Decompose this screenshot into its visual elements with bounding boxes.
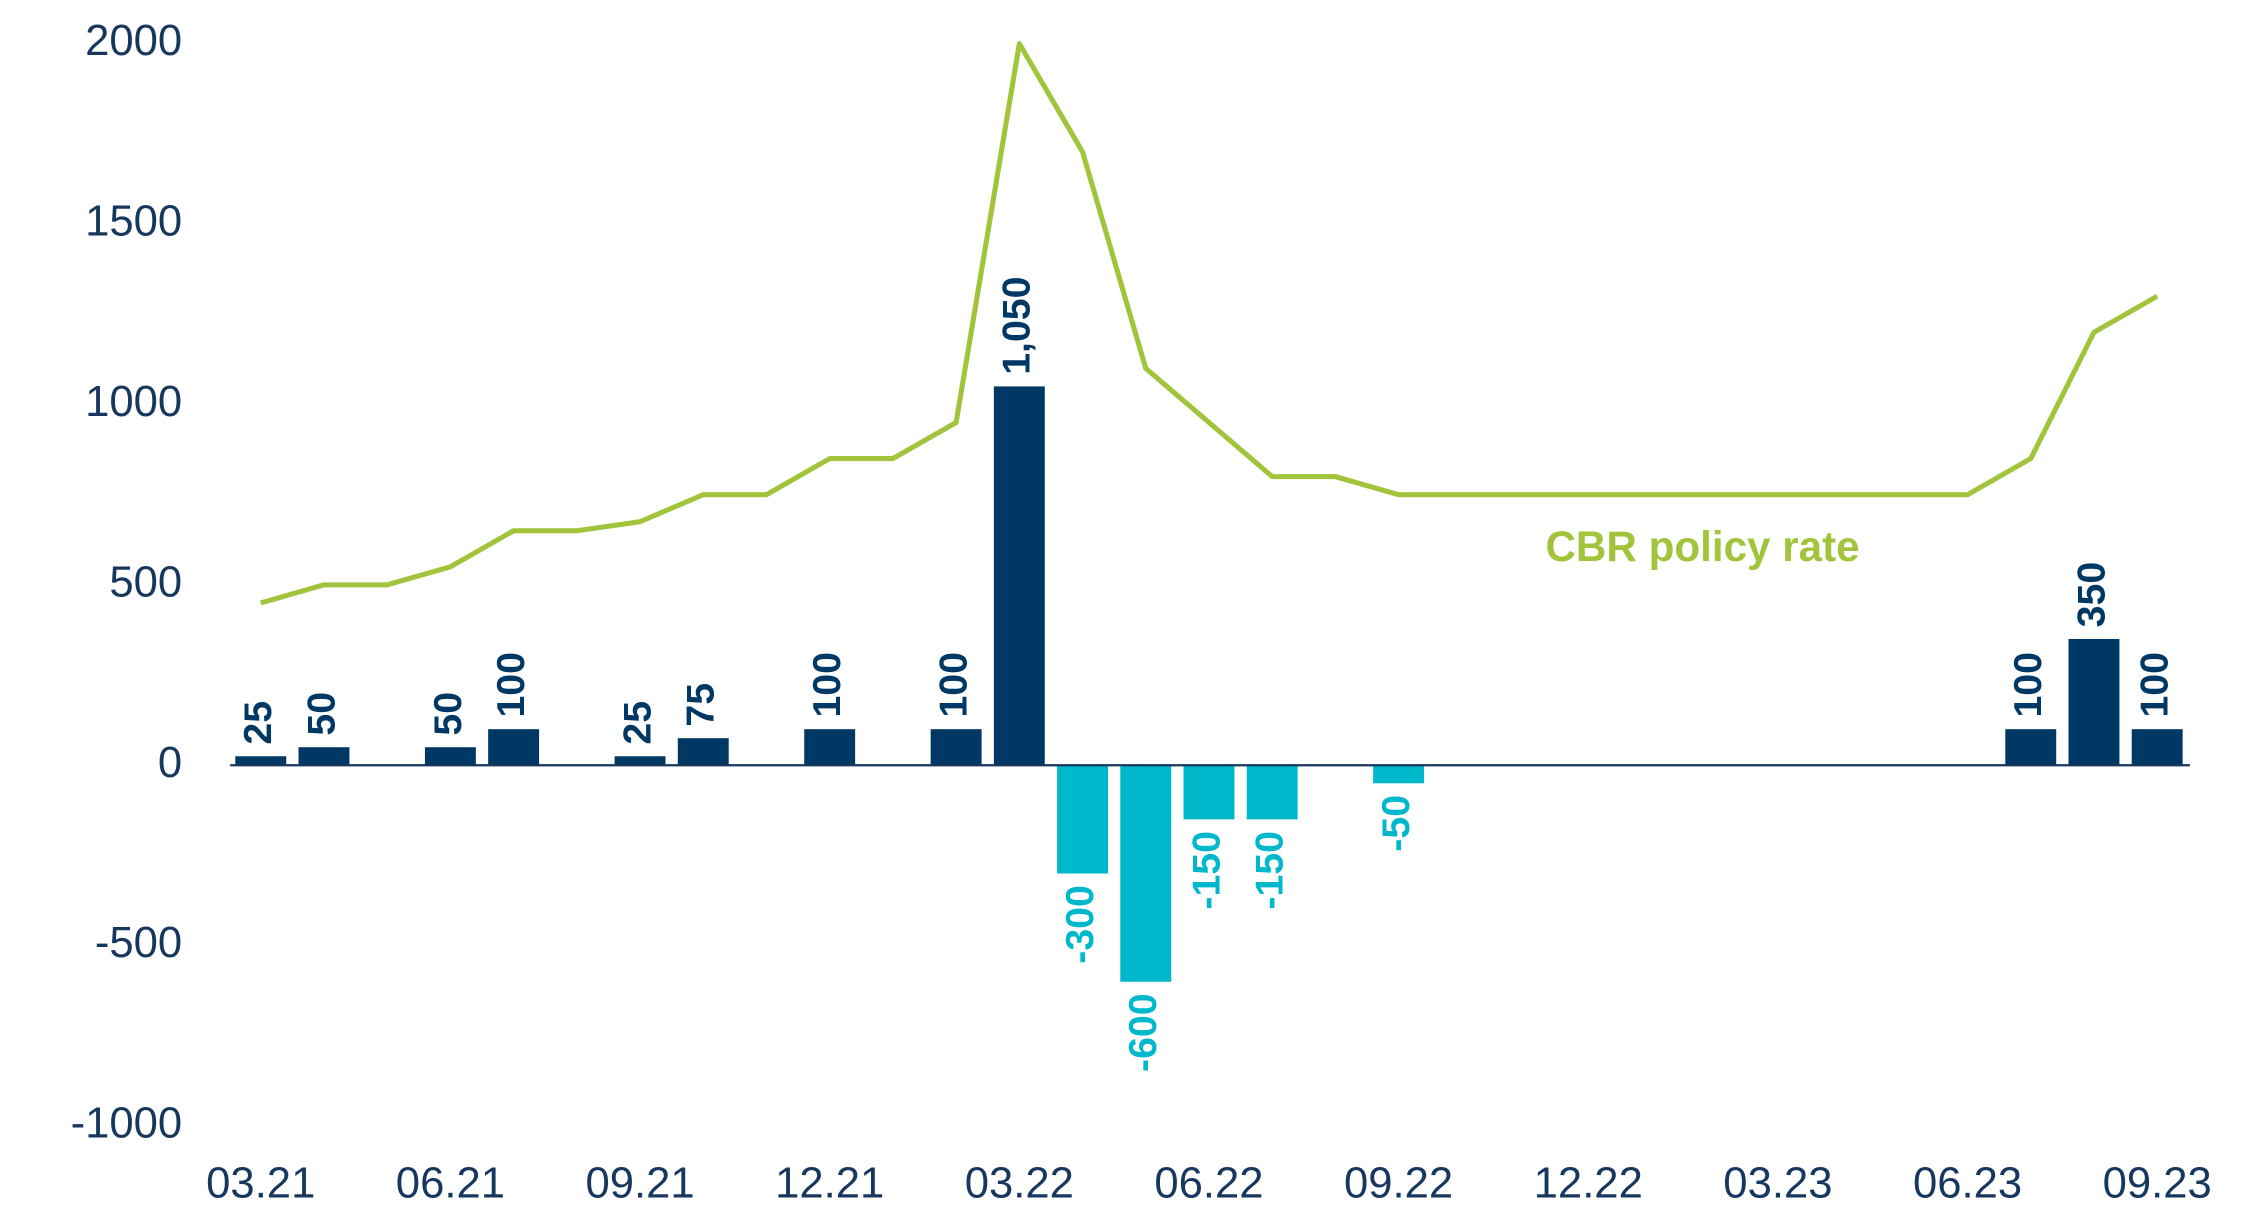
bar bbox=[2005, 729, 2057, 766]
bar bbox=[930, 729, 982, 766]
value-label: 75 bbox=[679, 683, 723, 727]
bar bbox=[614, 756, 666, 766]
x-tick-label: 06.21 bbox=[396, 1158, 505, 1207]
value-label: 100 bbox=[805, 652, 849, 718]
value-label: 350 bbox=[2069, 562, 2113, 628]
y-tick-label: 0 bbox=[158, 738, 182, 787]
bar bbox=[2131, 729, 2183, 766]
bar bbox=[424, 747, 476, 766]
y-tick-label: 2000 bbox=[85, 16, 182, 65]
bar bbox=[1183, 765, 1235, 820]
x-tick-label: 09.21 bbox=[585, 1158, 694, 1207]
bar bbox=[1373, 765, 1425, 784]
value-label: 25 bbox=[615, 701, 659, 745]
bar bbox=[488, 729, 540, 766]
x-tick-label: 03.23 bbox=[1723, 1158, 1832, 1207]
x-tick-label: 03.21 bbox=[206, 1158, 315, 1207]
y-tick-label: 1500 bbox=[85, 197, 182, 246]
value-label: -150 bbox=[1248, 831, 1292, 910]
bar bbox=[677, 738, 729, 766]
value-label: 25 bbox=[236, 701, 280, 745]
x-tick-label: 09.23 bbox=[2103, 1158, 2212, 1207]
value-label: 100 bbox=[489, 652, 533, 718]
value-label: 100 bbox=[2133, 652, 2177, 718]
x-tick-label: 12.21 bbox=[775, 1158, 884, 1207]
value-label: 100 bbox=[2006, 652, 2050, 718]
x-tick-label: 06.22 bbox=[1154, 1158, 1263, 1207]
policy-rate-line bbox=[260, 41, 2159, 606]
bar bbox=[1057, 765, 1109, 874]
y-tick-label: -500 bbox=[95, 918, 182, 967]
value-label: -50 bbox=[1374, 795, 1418, 852]
x-tick-label: 09.22 bbox=[1344, 1158, 1453, 1207]
bar bbox=[804, 729, 856, 766]
bar bbox=[1246, 765, 1298, 820]
y-tick-label: 500 bbox=[109, 557, 182, 606]
x-tick-label: 12.22 bbox=[1534, 1158, 1643, 1207]
value-label: 50 bbox=[299, 692, 343, 736]
value-label: 50 bbox=[426, 692, 470, 736]
x-tick-label: 03.22 bbox=[965, 1158, 1074, 1207]
line-label: CBR policy rate bbox=[1545, 523, 1859, 570]
y-tick-label: 1000 bbox=[85, 377, 182, 426]
bar bbox=[1120, 765, 1172, 982]
y-tick-label: -1000 bbox=[71, 1099, 183, 1148]
value-label: 1,050 bbox=[995, 277, 1039, 375]
value-label: -300 bbox=[1058, 885, 1102, 964]
value-label: -150 bbox=[1184, 831, 1228, 910]
bar bbox=[993, 386, 1045, 766]
x-tick-label: 06.23 bbox=[1913, 1158, 2022, 1207]
value-label: 100 bbox=[931, 652, 975, 718]
bar bbox=[2068, 638, 2120, 766]
bar bbox=[235, 756, 287, 766]
bar bbox=[298, 747, 350, 766]
value-label: -600 bbox=[1121, 993, 1165, 1072]
